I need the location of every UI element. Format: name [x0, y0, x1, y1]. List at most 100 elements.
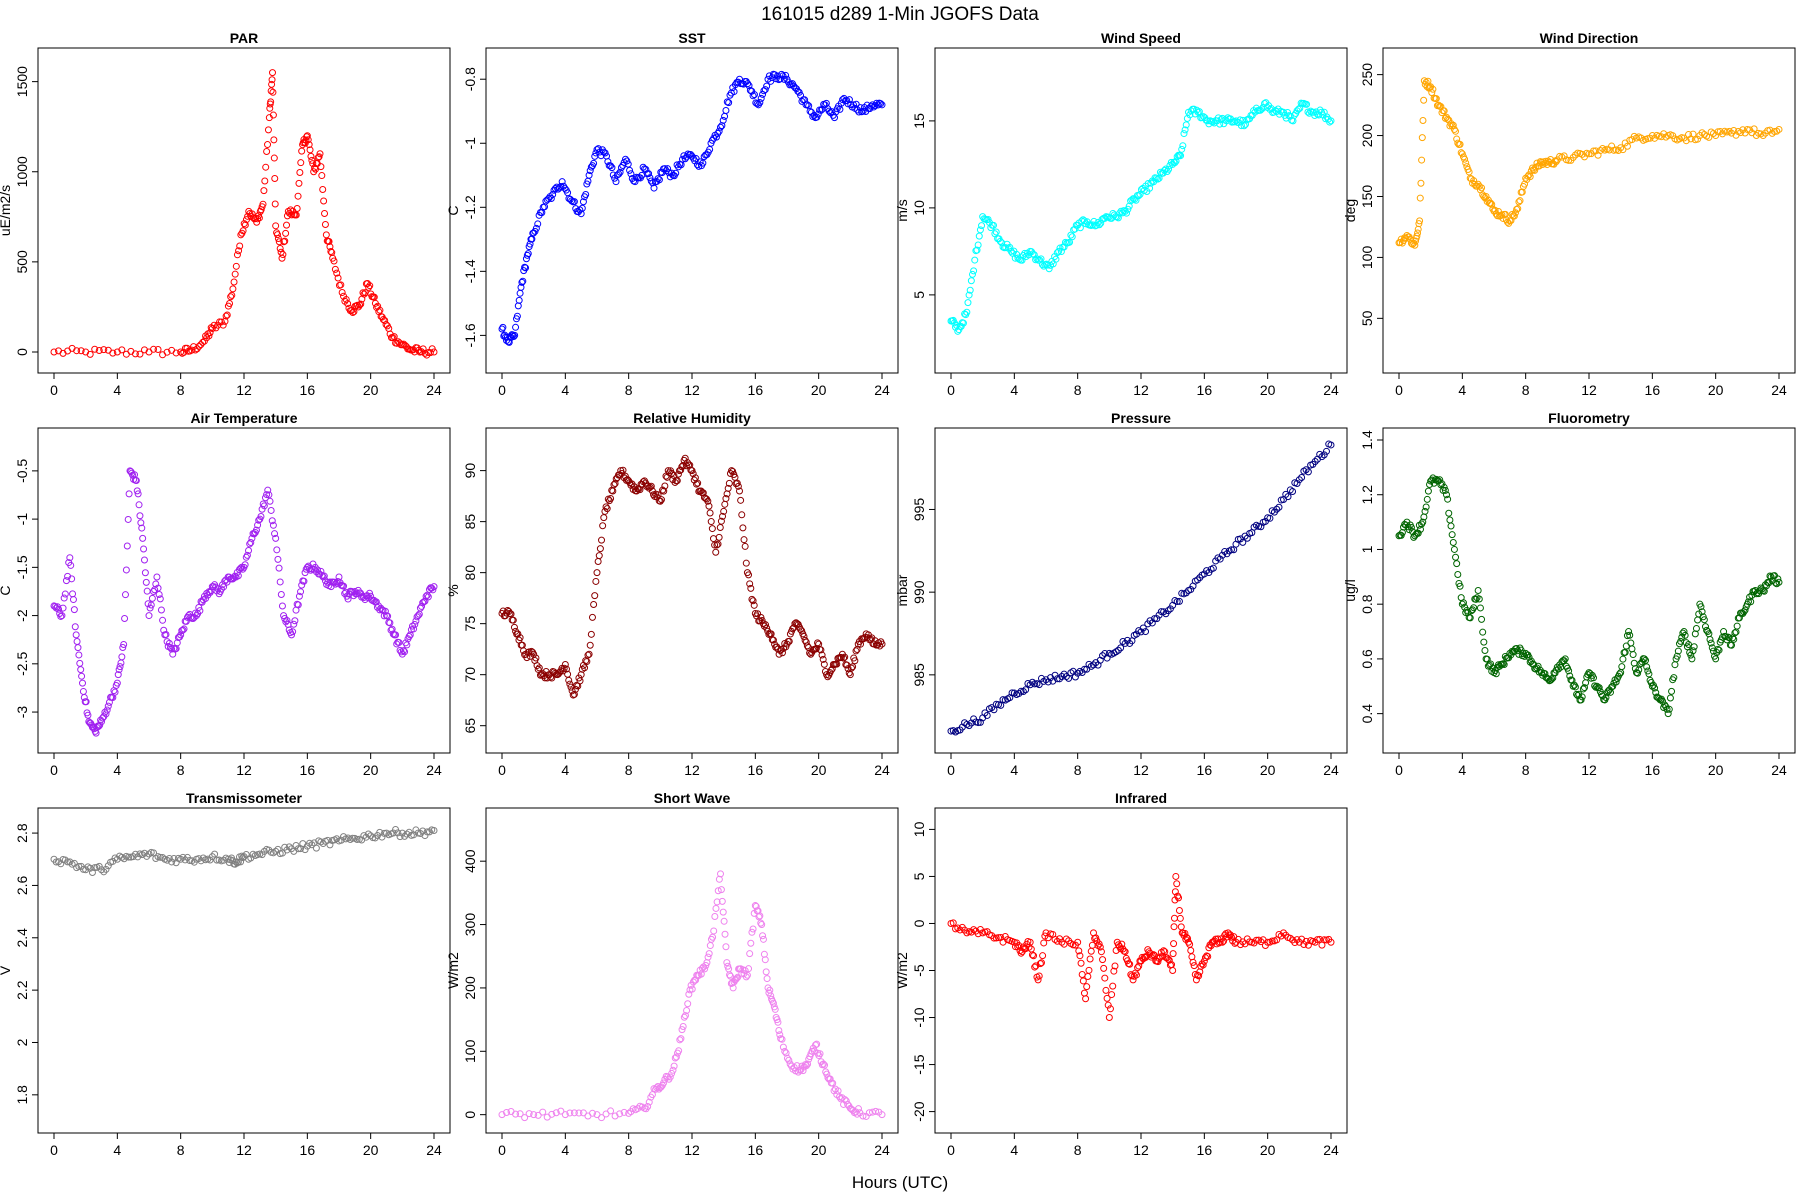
data-point [267, 87, 275, 95]
data-point [603, 505, 611, 513]
data-point [1580, 684, 1588, 692]
data-point [1117, 644, 1125, 652]
data-point [650, 184, 658, 192]
data-point [1056, 675, 1064, 683]
data-point [1419, 518, 1427, 526]
data-point [1472, 595, 1480, 603]
data-point [1590, 147, 1598, 155]
data-point [1420, 96, 1428, 104]
data-point [781, 1047, 789, 1055]
data-point [779, 72, 787, 80]
data-point [314, 154, 322, 162]
data-point [1596, 147, 1604, 155]
data-point [380, 612, 388, 620]
y-tick-label: 150 [1359, 185, 1375, 209]
data-point [138, 524, 146, 532]
data-point [1714, 645, 1722, 653]
data-point [319, 840, 327, 848]
data-point [581, 664, 589, 672]
data-point [1015, 942, 1023, 950]
data-point [269, 111, 277, 119]
data-point [334, 274, 342, 282]
data-point [1714, 128, 1722, 136]
data-point [1326, 118, 1334, 126]
x-tick-label: 0 [947, 1142, 955, 1158]
data-point [568, 687, 576, 695]
panel-5: Air Temperature 0 4 8 12 16 20 24 -3 -2.5 -2 -1.5 -1… [0, 410, 451, 778]
data-point [666, 1073, 674, 1081]
y-tick-label: -1.5 [14, 555, 30, 579]
data-point [515, 296, 523, 304]
data-point [721, 930, 729, 938]
data-point [1715, 646, 1723, 654]
data-point [337, 836, 345, 844]
x-tick-label: 24 [426, 1142, 442, 1158]
data-point [579, 198, 587, 206]
data-point [1058, 673, 1066, 680]
data-point [851, 657, 859, 665]
data-point [1643, 663, 1651, 671]
data-point [84, 711, 92, 719]
data-point [213, 856, 221, 864]
data-point [557, 1107, 565, 1115]
data-point [813, 1040, 821, 1048]
data-point [1625, 628, 1633, 636]
data-point [534, 1111, 542, 1119]
panel-title: Air Temperature [190, 410, 297, 426]
data-point [516, 289, 524, 297]
data-point [1670, 674, 1678, 682]
data-point [1286, 934, 1294, 942]
data-point [1525, 171, 1533, 179]
data-point [1481, 647, 1489, 655]
data-point [1461, 155, 1469, 163]
data-point [591, 592, 599, 600]
data-point [634, 1105, 642, 1113]
data-point [720, 507, 728, 515]
data-point [1025, 943, 1033, 951]
data-point [266, 104, 274, 112]
data-point [327, 247, 335, 255]
data-point [264, 126, 272, 134]
x-tick-label: 12 [684, 1142, 700, 1158]
data-point [570, 690, 578, 698]
data-point [222, 312, 230, 320]
data-point [1713, 649, 1721, 657]
data-point [1175, 906, 1183, 914]
data-point [269, 69, 276, 77]
data-point [1096, 943, 1104, 951]
data-point [95, 346, 103, 354]
data-point [140, 346, 148, 354]
data-point [817, 106, 825, 114]
data-point [264, 486, 272, 494]
data-point [569, 691, 577, 699]
data-point [722, 495, 730, 503]
data-point [1137, 957, 1145, 965]
data-point [974, 241, 982, 249]
data-point [1681, 631, 1689, 639]
y-tick-label: 75 [462, 616, 478, 632]
data-point [1730, 635, 1738, 643]
data-point [689, 470, 697, 478]
data-point [1707, 639, 1715, 647]
data-point [1574, 149, 1582, 157]
data-point [356, 301, 364, 309]
data-point [965, 291, 973, 299]
data-point [584, 651, 592, 659]
panel-2: SST 0 4 8 12 16 20 24 -1.6 -1.4 -1.2 -1 -0.8 C [445, 30, 899, 398]
data-point [320, 572, 328, 580]
data-point [1153, 615, 1161, 623]
data-point [746, 580, 754, 588]
data-point [1173, 880, 1181, 888]
data-point [389, 829, 397, 837]
data-point [758, 921, 766, 929]
y-tick-label: 10 [911, 200, 927, 216]
data-point [1146, 184, 1154, 192]
data-point [278, 254, 286, 262]
data-point [749, 597, 757, 605]
data-point [778, 649, 786, 657]
data-point [592, 577, 600, 585]
data-point [298, 581, 306, 589]
data-point [134, 490, 142, 498]
data-point [260, 502, 268, 510]
data-point [1149, 951, 1157, 959]
